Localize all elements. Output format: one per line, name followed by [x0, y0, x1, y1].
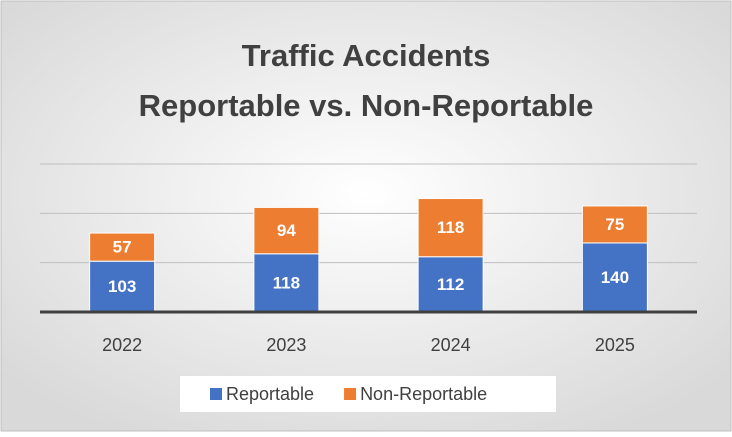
data-label: 94	[277, 221, 296, 240]
legend-box	[180, 376, 556, 412]
data-label: 112	[437, 275, 464, 294]
data-label: 103	[108, 277, 136, 296]
bar-segment	[417, 256, 484, 313]
data-label: 57	[113, 238, 132, 257]
bar-segment	[253, 206, 320, 255]
bar-segment	[89, 260, 156, 313]
legend-label: Reportable	[226, 384, 314, 404]
legend-label: Non-Reportable	[360, 384, 487, 404]
legend-swatch	[210, 388, 222, 400]
legend-swatch	[344, 388, 357, 400]
data-label: 118	[437, 218, 464, 237]
data-label: 75	[605, 215, 624, 234]
data-label: 118	[273, 273, 300, 292]
x-tick-label: 2022	[102, 335, 142, 355]
x-tick-label: 2024	[431, 335, 471, 355]
chart-title: Traffic Accidents	[242, 38, 491, 73]
bar-segment	[89, 232, 156, 262]
chart-title: Reportable vs. Non-Reportable	[139, 88, 594, 123]
x-tick-label: 2025	[595, 335, 635, 355]
x-tick-label: 2023	[266, 335, 306, 355]
bar-segment	[581, 242, 648, 313]
bar-segment	[581, 205, 648, 244]
bar-segment	[253, 253, 320, 313]
data-label: 140	[601, 268, 629, 287]
bar-segment	[417, 198, 484, 258]
